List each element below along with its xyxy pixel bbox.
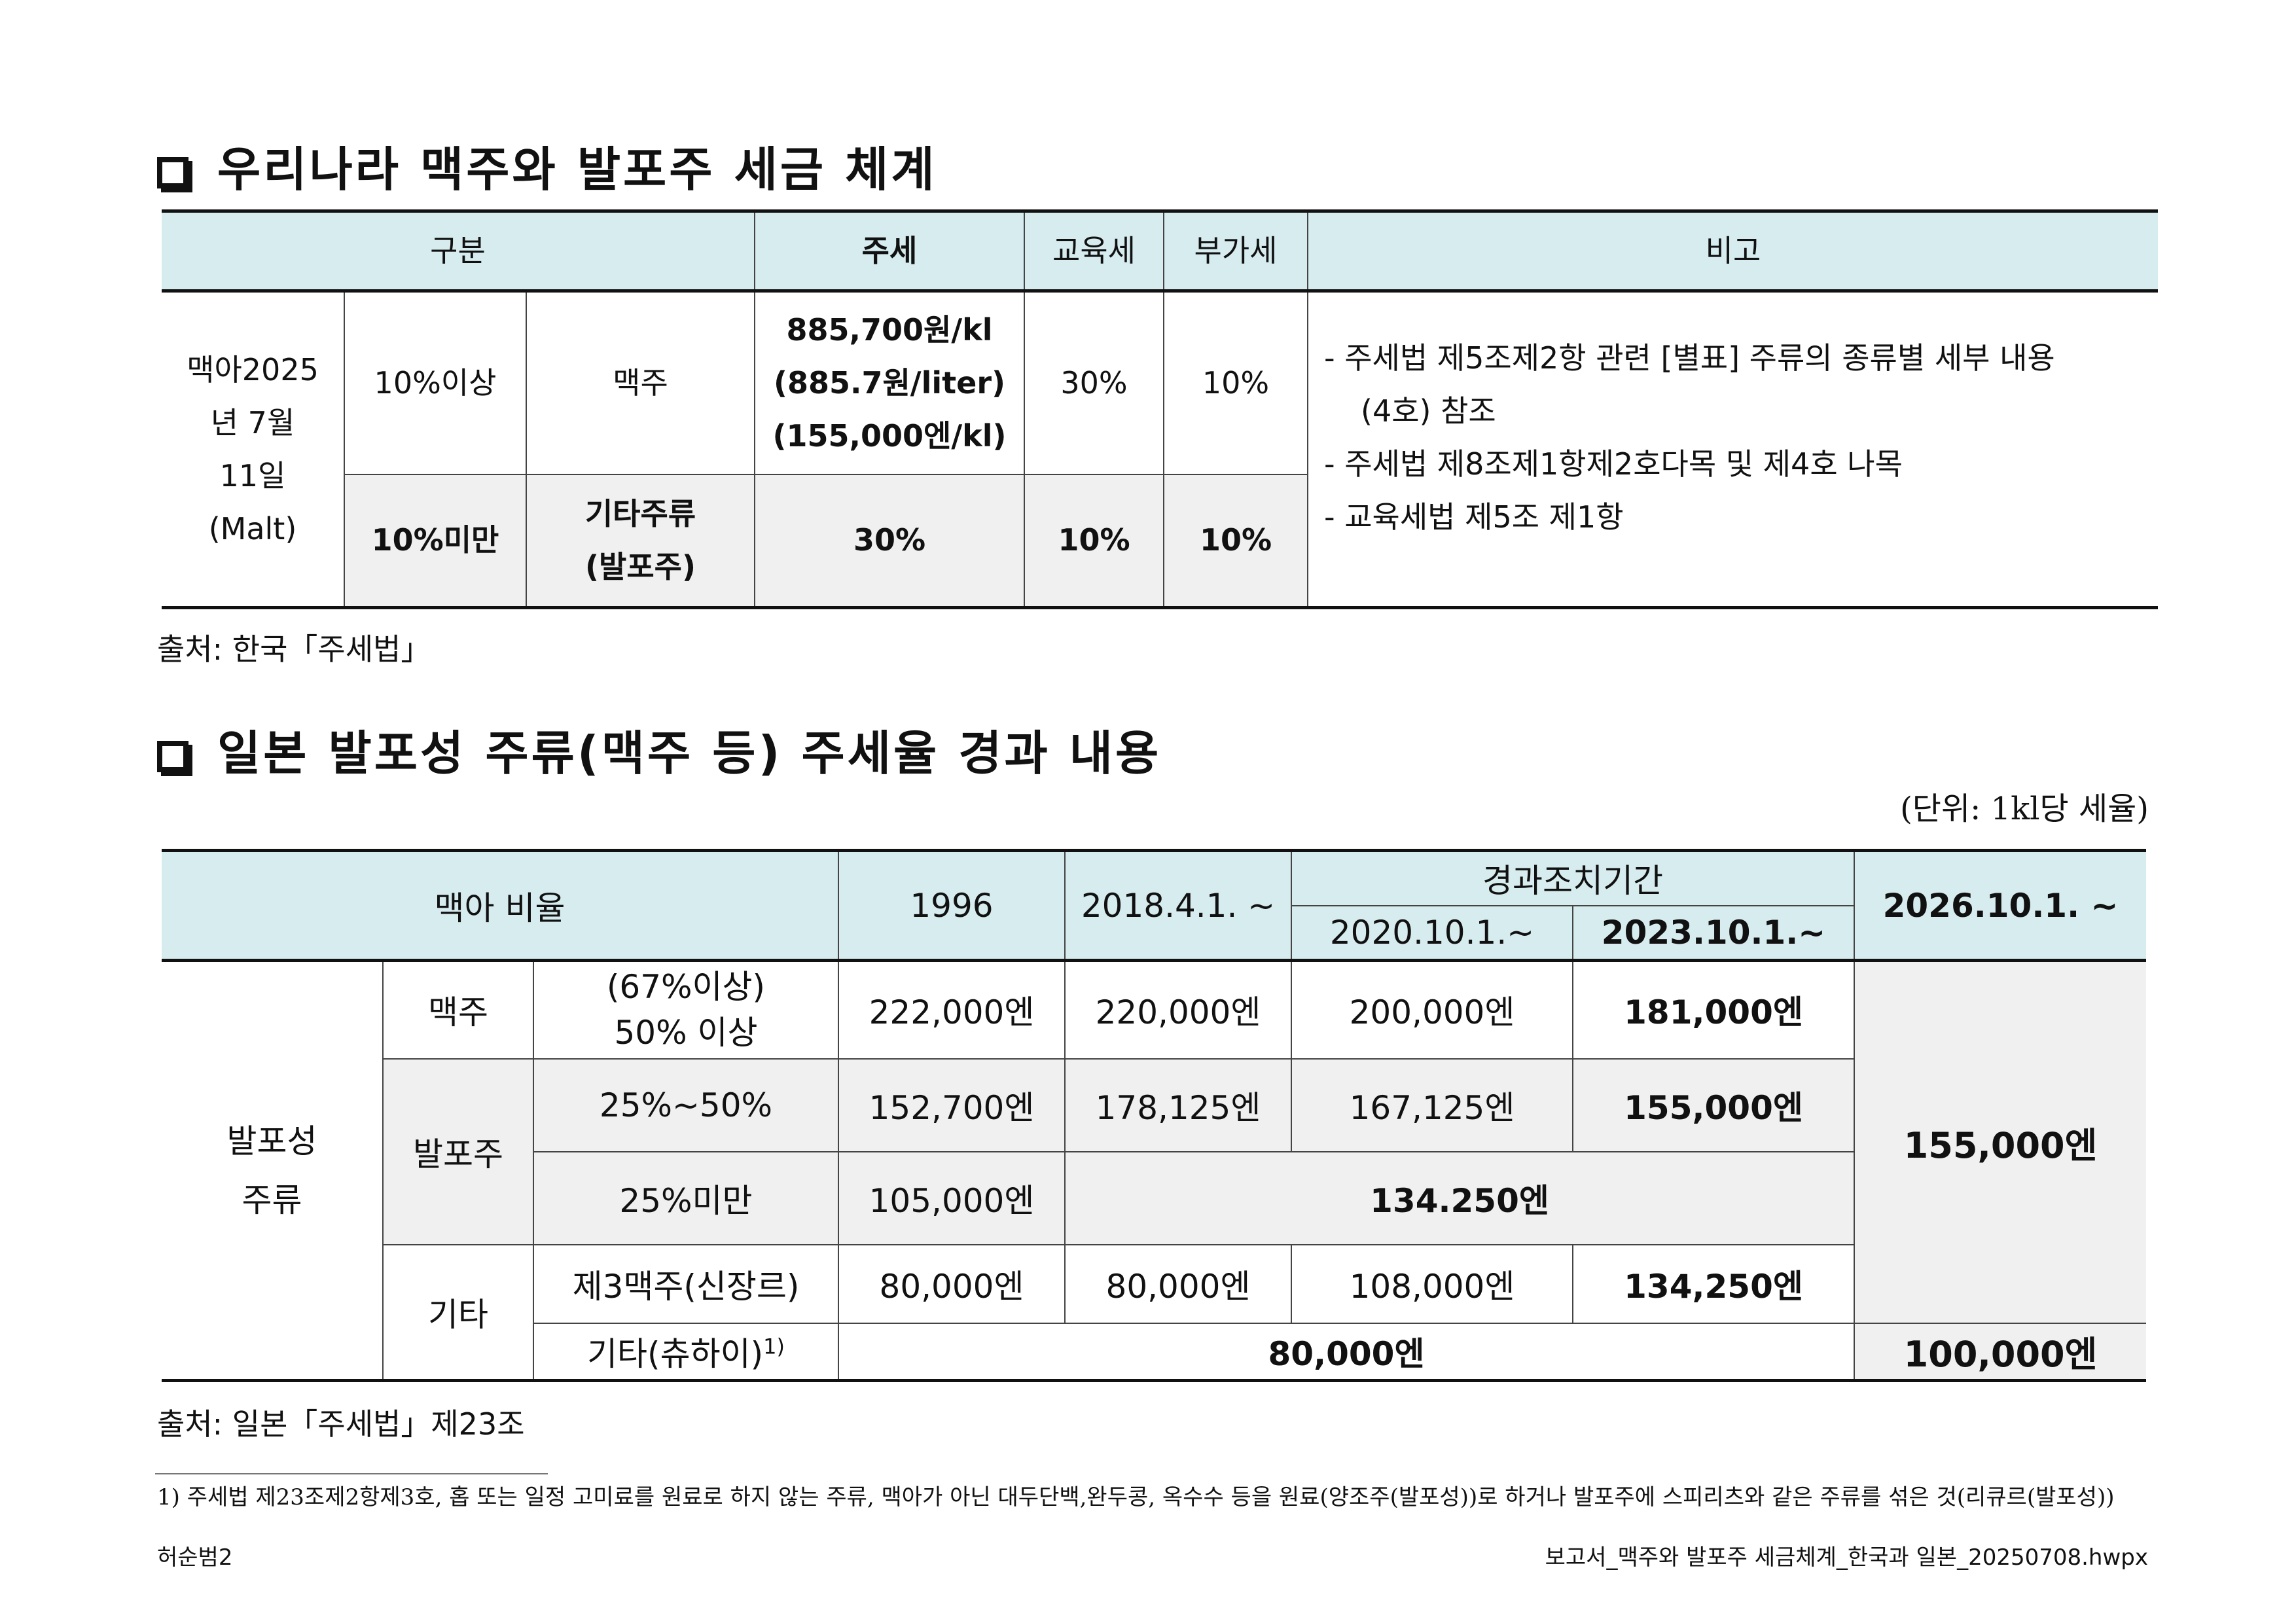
group-line: 주류: [242, 1181, 302, 1219]
header-vat: 부가세: [1163, 211, 1308, 293]
beer-ratio: (67%이상) 50% 이상: [533, 959, 839, 1060]
happoshu-2020: 167,125엔: [1291, 1058, 1573, 1152]
header-2023: 2023.10.1.~: [1572, 904, 1855, 962]
type-line: 기타주류: [584, 495, 696, 531]
liquor-tax-line: 885,700원/kl: [786, 312, 993, 348]
liquor-tax-cell: 885,700원/kl (885.7원/liter) (155,000엔/kl): [754, 290, 1025, 475]
ratio-line: (67%이상): [606, 968, 766, 1007]
other-2023: 134,250엔: [1572, 1243, 1855, 1324]
malt-label-line: 맥아2025: [187, 351, 319, 387]
beer-2020: 200,000엔: [1291, 959, 1573, 1060]
ratio-cell: 10%미만: [344, 473, 527, 608]
footer-right: 보고서_맥주와 발포주 세금체계_한국과 일본_20250708.hwpx: [1545, 1544, 2148, 1571]
type-line: (발포주): [584, 548, 696, 584]
section1-heading: 우리나라 맥주와 발포주 세금 체계: [157, 131, 937, 200]
education-tax-cell: 30%: [1024, 290, 1164, 475]
other-2018: 80,000엔: [1064, 1243, 1292, 1324]
header-liquor-tax: 주세: [754, 211, 1025, 293]
other-2020: 108,000엔: [1291, 1243, 1573, 1324]
remarks-cell: - 주세법 제5조제2항 관련 [별표] 주류의 종류별 세부 내용 (4호) …: [1307, 290, 2158, 608]
happoshu-low-ratio: 25%미만: [533, 1150, 839, 1245]
malt-label-line: (Malt): [208, 510, 297, 546]
other-ratio: 제3맥주(신장르): [533, 1243, 839, 1324]
footer-left: 허순범2: [157, 1544, 233, 1571]
other-label: 기타: [383, 1243, 534, 1382]
vat-cell: 10%: [1163, 290, 1308, 475]
section1-source: 출처: 한국「주세법」: [157, 632, 431, 667]
final-2026-cell: 155,000엔: [1854, 959, 2146, 1324]
type-cell: 기타주류 (발포주): [526, 473, 755, 608]
ratio-cell: 10%이상: [344, 290, 527, 475]
liquor-tax-cell: 30%: [754, 473, 1025, 608]
other-1996: 80,000엔: [838, 1243, 1066, 1324]
japan-tax-table: 맥아 비율 1996 2018.4.1. ~ 경과조치기간 2026.10.1.…: [162, 849, 2146, 1382]
ratio-line: 50% 이상: [614, 1014, 758, 1052]
remark-line: - 주세법 제8조제1항제2호다목 및 제4호 나목: [1324, 446, 1903, 482]
footnote-text: 주세법 제23조제2항제3호, 홉 또는 일정 고미료를 원료로 하지 않는 주…: [187, 1484, 2115, 1510]
section2-heading: 일본 발포성 주류(맥주 등) 주세율 경과 내용: [157, 715, 1161, 783]
header-1996: 1996: [838, 849, 1066, 962]
footnote-ref[interactable]: 1): [763, 1334, 785, 1359]
header-education-tax: 교육세: [1024, 211, 1164, 293]
happoshu-low-1996: 105,000엔: [838, 1150, 1066, 1245]
malt-label-line: 년 7월: [210, 404, 295, 440]
beer-1996: 222,000엔: [838, 959, 1066, 1060]
chuhai-ratio: 기타(츄하이)1): [533, 1322, 839, 1382]
happoshu-label: 발포주: [383, 1058, 534, 1245]
happoshu-1996: 152,700엔: [838, 1058, 1066, 1152]
education-tax-cell: 10%: [1024, 473, 1164, 608]
malt-label-line: 11일: [219, 457, 286, 493]
remark-line: - 주세법 제5조제2항 관련 [별표] 주류의 종류별 세부 내용: [1324, 340, 2055, 376]
group-cell: 발포성 주류: [162, 959, 384, 1382]
chuhai-label: 기타(츄하이): [587, 1334, 764, 1373]
section2-title: 일본 발포성 주류(맥주 등) 주세율 경과 내용: [217, 726, 1162, 781]
footnote-divider: [155, 1473, 548, 1474]
happoshu-ratio: 25%~50%: [533, 1058, 839, 1152]
remark-line: (4호) 참조: [1361, 393, 1496, 429]
header-malt-ratio: 맥아 비율: [162, 849, 839, 962]
korea-tax-table: 구분 주세 교육세 부가세 비고 맥아2025 년 7월 11일 (Malt) …: [162, 209, 2158, 609]
header-2018: 2018.4.1. ~: [1064, 849, 1292, 962]
malt-date-cell: 맥아2025 년 7월 11일 (Malt): [162, 290, 345, 608]
beer-label: 맥주: [382, 959, 534, 1060]
section1-title: 우리나라 맥주와 발포주 세금 체계: [217, 142, 937, 197]
type-cell: 맥주: [526, 290, 755, 475]
chuhai-final: 100,000엔: [1854, 1322, 2146, 1382]
happoshu-2023: 155,000엔: [1572, 1058, 1855, 1152]
vat-cell: 10%: [1163, 473, 1308, 608]
header-2020: 2020.10.1.~: [1291, 904, 1573, 962]
square-bullet-icon: [157, 157, 188, 188]
header-remarks: 비고: [1307, 211, 2158, 293]
section2-source: 출처: 일본「주세법」제23조: [157, 1406, 525, 1442]
chuhai-merged: 80,000엔: [838, 1322, 1855, 1382]
liquor-tax-line: (155,000엔/kl): [772, 418, 1007, 454]
header-category: 구분: [162, 211, 755, 293]
happoshu-low-merged: 134.250엔: [1064, 1150, 1855, 1245]
unit-note: (단위: 1kl당 세율): [1900, 791, 2149, 827]
remark-line: - 교육세법 제5조 제1항: [1324, 499, 1624, 535]
square-bullet-icon: [157, 741, 188, 772]
liquor-tax-line: (885.7원/liter): [773, 365, 1006, 401]
header-transition: 경과조치기간: [1291, 849, 1855, 906]
footnote-mark: 1): [157, 1484, 180, 1510]
group-line: 발포성: [226, 1122, 317, 1160]
footnote: 1) 주세법 제23조제2항제3호, 홉 또는 일정 고미료를 원료로 하지 않…: [157, 1483, 2173, 1512]
beer-2018: 220,000엔: [1064, 959, 1292, 1060]
happoshu-2018: 178,125엔: [1064, 1058, 1292, 1152]
beer-2023: 181,000엔: [1572, 959, 1855, 1060]
header-2026: 2026.10.1. ~: [1854, 849, 2146, 962]
